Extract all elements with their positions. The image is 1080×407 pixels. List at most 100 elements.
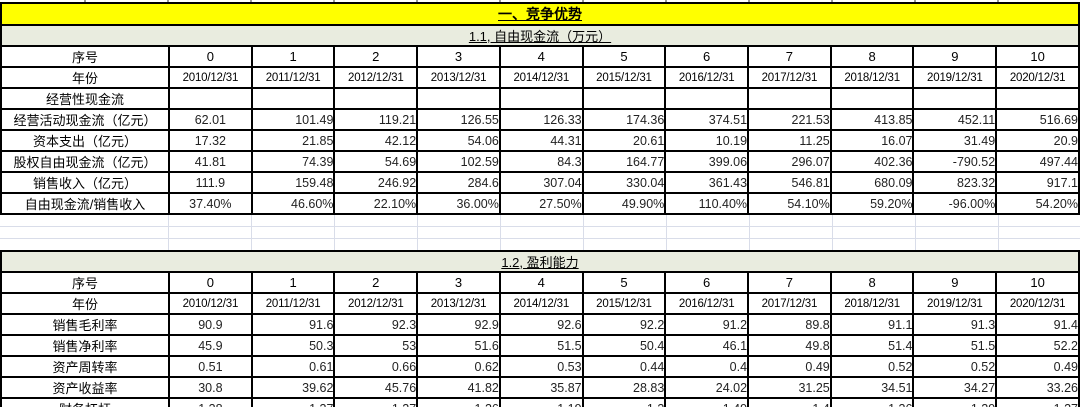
value-cell[interactable]: 39.62 — [250, 376, 336, 399]
value-cell[interactable]: 0.52 — [829, 355, 915, 378]
year-cell[interactable]: 2017/12/31 — [747, 292, 832, 315]
value-cell[interactable]: 497.44 — [995, 150, 1080, 173]
year-cell[interactable]: 2013/12/31 — [416, 66, 501, 89]
value-cell[interactable]: 159.48 — [250, 171, 336, 194]
row-label[interactable]: 自由现金流/销售收入 — [0, 192, 170, 215]
value-cell[interactable]: 92.2 — [581, 313, 667, 336]
row-label[interactable]: 资产周转率 — [0, 355, 170, 378]
value-cell[interactable]: 54.10% — [747, 192, 832, 215]
year-header[interactable]: 年份 — [0, 66, 170, 89]
value-cell[interactable]: 92.6 — [498, 313, 584, 336]
index-cell[interactable]: 1 — [250, 271, 336, 294]
index-cell[interactable]: 6 — [664, 45, 750, 68]
year-cell[interactable]: 2014/12/31 — [498, 66, 584, 89]
value-cell[interactable]: 1.37 — [250, 397, 336, 407]
value-cell[interactable]: 0.53 — [498, 355, 584, 378]
value-cell[interactable]: 16.07 — [829, 129, 915, 152]
value-cell[interactable]: 1.4 — [747, 397, 832, 407]
value-cell[interactable]: 44.31 — [498, 129, 584, 152]
table-subtitle[interactable]: 1.1, 自由现金流（万元） — [0, 24, 1080, 47]
value-cell[interactable]: 20.61 — [581, 129, 667, 152]
value-cell[interactable]: 27.50% — [498, 192, 584, 215]
value-cell[interactable]: 296.07 — [747, 150, 832, 173]
year-cell[interactable]: 2016/12/31 — [664, 66, 750, 89]
index-cell[interactable]: 9 — [912, 271, 998, 294]
value-cell[interactable]: 36.00% — [416, 192, 501, 215]
year-cell[interactable]: 2015/12/31 — [581, 292, 667, 315]
index-cell[interactable]: 3 — [416, 45, 501, 68]
value-cell[interactable]: 51.5 — [912, 334, 998, 357]
value-cell[interactable]: 37.40% — [168, 192, 253, 215]
value-cell[interactable]: 110.40% — [664, 192, 750, 215]
value-cell[interactable]: -96.00% — [912, 192, 998, 215]
value-cell[interactable]: 84.3 — [498, 150, 584, 173]
value-cell[interactable]: 46.60% — [250, 192, 336, 215]
value-cell[interactable]: 0.51 — [168, 355, 253, 378]
year-cell[interactable]: 2018/12/31 — [829, 292, 915, 315]
value-cell[interactable]: 91.2 — [664, 313, 750, 336]
value-cell[interactable]: 221.53 — [747, 108, 832, 131]
year-cell[interactable]: 2017/12/31 — [747, 66, 832, 89]
value-cell[interactable]: 0.44 — [581, 355, 667, 378]
year-cell[interactable]: 2010/12/31 — [168, 66, 253, 89]
row-label[interactable]: 资产收益率 — [0, 376, 170, 399]
value-cell[interactable]: 0.49 — [995, 355, 1080, 378]
value-cell[interactable]: 20.9 — [995, 129, 1080, 152]
value-cell[interactable]: 399.06 — [664, 150, 750, 173]
value-cell[interactable]: 49.8 — [747, 334, 832, 357]
value-cell[interactable]: 1.38 — [168, 397, 253, 407]
value-cell[interactable]: 111.9 — [168, 171, 253, 194]
index-cell[interactable]: 2 — [333, 45, 419, 68]
year-cell[interactable]: 2010/12/31 — [168, 292, 253, 315]
value-cell[interactable]: 452.11 — [912, 108, 998, 131]
value-cell[interactable]: 374.51 — [664, 108, 750, 131]
value-cell[interactable]: 546.81 — [747, 171, 832, 194]
value-cell[interactable]: 45.76 — [333, 376, 419, 399]
value-cell[interactable]: 92.9 — [416, 313, 501, 336]
value-cell[interactable]: 41.81 — [168, 150, 253, 173]
value-cell[interactable]: 42.12 — [333, 129, 419, 152]
value-cell[interactable]: 917.1 — [995, 171, 1080, 194]
value-cell[interactable]: 31.25 — [747, 376, 832, 399]
index-cell[interactable]: 2 — [333, 271, 419, 294]
value-cell[interactable] — [333, 87, 419, 110]
row-label[interactable]: 销售净利率 — [0, 334, 170, 357]
value-cell[interactable]: 1.3 — [581, 397, 667, 407]
value-cell[interactable]: 90.9 — [168, 313, 253, 336]
value-cell[interactable]: 89.8 — [747, 313, 832, 336]
value-cell[interactable]: 119.21 — [333, 108, 419, 131]
index-cell[interactable]: 0 — [168, 271, 253, 294]
value-cell[interactable] — [250, 87, 336, 110]
index-cell[interactable]: 1 — [250, 45, 336, 68]
value-cell[interactable]: 50.4 — [581, 334, 667, 357]
value-cell[interactable]: 0.66 — [333, 355, 419, 378]
value-cell[interactable]: 52.2 — [995, 334, 1080, 357]
value-cell[interactable] — [416, 87, 501, 110]
value-cell[interactable] — [995, 87, 1080, 110]
value-cell[interactable]: 0.62 — [416, 355, 501, 378]
value-cell[interactable]: 51.4 — [829, 334, 915, 357]
index-cell[interactable]: 9 — [912, 45, 998, 68]
value-cell[interactable]: 126.55 — [416, 108, 501, 131]
year-cell[interactable]: 2012/12/31 — [333, 292, 419, 315]
year-cell[interactable]: 2014/12/31 — [498, 292, 584, 315]
value-cell[interactable]: 1.36 — [829, 397, 915, 407]
year-header[interactable]: 年份 — [0, 292, 170, 315]
value-cell[interactable]: 50.3 — [250, 334, 336, 357]
index-cell[interactable]: 6 — [664, 271, 750, 294]
index-cell[interactable]: 0 — [168, 45, 253, 68]
value-cell[interactable]: 51.5 — [498, 334, 584, 357]
value-cell[interactable]: 284.6 — [416, 171, 501, 194]
value-cell[interactable]: 17.32 — [168, 129, 253, 152]
sheet-title[interactable]: 一、竞争优势 — [0, 2, 1080, 26]
index-cell[interactable]: 3 — [416, 271, 501, 294]
value-cell[interactable]: 823.32 — [912, 171, 998, 194]
value-cell[interactable]: 59.20% — [829, 192, 915, 215]
year-cell[interactable]: 2015/12/31 — [581, 66, 667, 89]
year-cell[interactable]: 2011/12/31 — [250, 292, 336, 315]
value-cell[interactable]: 0.49 — [747, 355, 832, 378]
value-cell[interactable]: 74.39 — [250, 150, 336, 173]
value-cell[interactable]: 49.90% — [581, 192, 667, 215]
value-cell[interactable]: 91.3 — [912, 313, 998, 336]
value-cell[interactable]: 1.27 — [333, 397, 419, 407]
